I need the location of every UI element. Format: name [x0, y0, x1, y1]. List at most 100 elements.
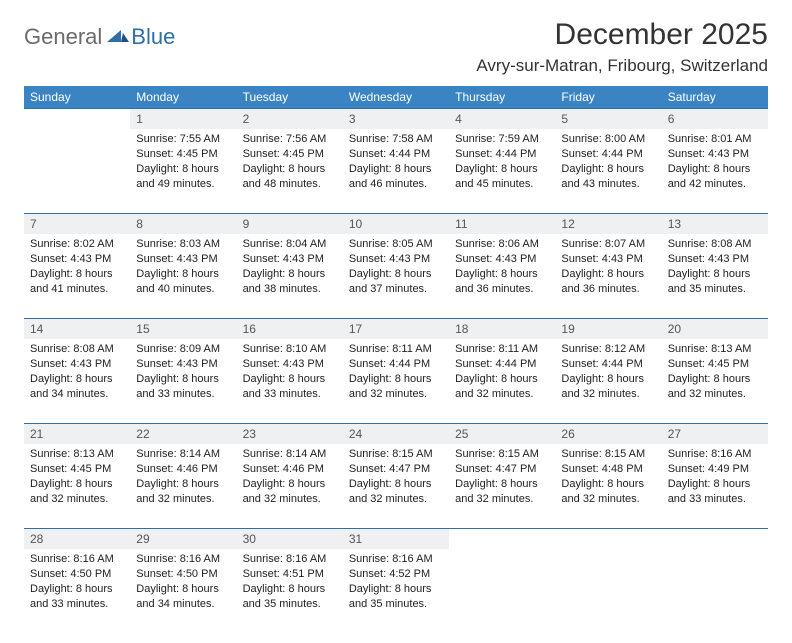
day-details: Sunrise: 7:56 AMSunset: 4:45 PMDaylight:… — [237, 129, 343, 197]
weekday-header: Friday — [555, 86, 661, 108]
day-number: 2 — [237, 108, 343, 129]
day-number: 31 — [343, 528, 449, 549]
day-body-cell: Sunrise: 8:12 AMSunset: 4:44 PMDaylight:… — [555, 339, 661, 423]
day-details: Sunrise: 8:11 AMSunset: 4:44 PMDaylight:… — [343, 339, 449, 407]
day-number-cell: 31 — [343, 528, 449, 549]
day-number: 27 — [662, 423, 768, 444]
day-body-cell: Sunrise: 8:10 AMSunset: 4:43 PMDaylight:… — [237, 339, 343, 423]
day-number-cell: 9 — [237, 213, 343, 234]
weekday-header: Saturday — [662, 86, 768, 108]
weekday-header: Wednesday — [343, 86, 449, 108]
day-number-row: 123456 — [24, 108, 768, 129]
day-number-cell: 15 — [130, 318, 236, 339]
day-number: 17 — [343, 318, 449, 339]
day-number-empty — [555, 528, 661, 549]
logo-text-general: General — [24, 24, 102, 50]
day-number: 10 — [343, 213, 449, 234]
day-number: 11 — [449, 213, 555, 234]
day-number: 19 — [555, 318, 661, 339]
day-body-cell: Sunrise: 8:14 AMSunset: 4:46 PMDaylight:… — [130, 444, 236, 528]
day-number-cell: 23 — [237, 423, 343, 444]
day-number-cell: 25 — [449, 423, 555, 444]
weekday-header: Sunday — [24, 86, 130, 108]
day-number: 25 — [449, 423, 555, 444]
day-number-empty — [24, 108, 130, 129]
day-number: 8 — [130, 213, 236, 234]
logo-mark-icon — [107, 26, 129, 47]
day-details: Sunrise: 8:01 AMSunset: 4:43 PMDaylight:… — [662, 129, 768, 197]
day-body-cell: Sunrise: 8:01 AMSunset: 4:43 PMDaylight:… — [662, 129, 768, 213]
day-number-cell: 21 — [24, 423, 130, 444]
day-number-cell: 11 — [449, 213, 555, 234]
day-details: Sunrise: 8:11 AMSunset: 4:44 PMDaylight:… — [449, 339, 555, 407]
day-details: Sunrise: 8:06 AMSunset: 4:43 PMDaylight:… — [449, 234, 555, 302]
day-number-cell: 16 — [237, 318, 343, 339]
day-details: Sunrise: 8:14 AMSunset: 4:46 PMDaylight:… — [130, 444, 236, 512]
day-number: 9 — [237, 213, 343, 234]
day-details: Sunrise: 7:58 AMSunset: 4:44 PMDaylight:… — [343, 129, 449, 197]
day-body-cell — [662, 549, 768, 633]
day-number-row: 21222324252627 — [24, 423, 768, 444]
day-body-cell: Sunrise: 8:06 AMSunset: 4:43 PMDaylight:… — [449, 234, 555, 318]
day-number-cell: 1 — [130, 108, 236, 129]
day-body-row: Sunrise: 8:13 AMSunset: 4:45 PMDaylight:… — [24, 444, 768, 528]
day-number-empty — [449, 528, 555, 549]
day-number-cell: 28 — [24, 528, 130, 549]
day-number-cell: 10 — [343, 213, 449, 234]
weekday-header-row: Sunday Monday Tuesday Wednesday Thursday… — [24, 86, 768, 108]
day-body-cell: Sunrise: 7:58 AMSunset: 4:44 PMDaylight:… — [343, 129, 449, 213]
day-body-cell — [24, 129, 130, 213]
title-block: December 2025 Avry-sur-Matran, Fribourg,… — [476, 18, 768, 76]
day-number-cell: 5 — [555, 108, 661, 129]
day-number-cell: 8 — [130, 213, 236, 234]
logo-text-blue: Blue — [131, 24, 175, 50]
day-details: Sunrise: 8:09 AMSunset: 4:43 PMDaylight:… — [130, 339, 236, 407]
day-number: 5 — [555, 108, 661, 129]
day-details: Sunrise: 8:16 AMSunset: 4:49 PMDaylight:… — [662, 444, 768, 512]
day-details: Sunrise: 8:05 AMSunset: 4:43 PMDaylight:… — [343, 234, 449, 302]
day-details: Sunrise: 8:00 AMSunset: 4:44 PMDaylight:… — [555, 129, 661, 197]
day-number-cell — [449, 528, 555, 549]
calendar-table: Sunday Monday Tuesday Wednesday Thursday… — [24, 86, 768, 633]
day-number-cell: 13 — [662, 213, 768, 234]
day-body-cell: Sunrise: 8:08 AMSunset: 4:43 PMDaylight:… — [662, 234, 768, 318]
day-body-cell: Sunrise: 8:16 AMSunset: 4:49 PMDaylight:… — [662, 444, 768, 528]
header: General Blue December 2025 Avry-sur-Matr… — [24, 18, 768, 76]
day-body-cell: Sunrise: 8:11 AMSunset: 4:44 PMDaylight:… — [449, 339, 555, 423]
day-body-cell: Sunrise: 8:03 AMSunset: 4:43 PMDaylight:… — [130, 234, 236, 318]
day-number: 23 — [237, 423, 343, 444]
day-details: Sunrise: 8:15 AMSunset: 4:48 PMDaylight:… — [555, 444, 661, 512]
day-number: 26 — [555, 423, 661, 444]
day-number: 28 — [24, 528, 130, 549]
day-body-cell: Sunrise: 8:13 AMSunset: 4:45 PMDaylight:… — [662, 339, 768, 423]
day-body-cell: Sunrise: 7:59 AMSunset: 4:44 PMDaylight:… — [449, 129, 555, 213]
day-body-cell: Sunrise: 8:13 AMSunset: 4:45 PMDaylight:… — [24, 444, 130, 528]
day-number-cell: 17 — [343, 318, 449, 339]
day-number-row: 78910111213 — [24, 213, 768, 234]
day-details: Sunrise: 8:08 AMSunset: 4:43 PMDaylight:… — [662, 234, 768, 302]
day-number-cell: 7 — [24, 213, 130, 234]
day-number: 6 — [662, 108, 768, 129]
day-body-cell: Sunrise: 8:09 AMSunset: 4:43 PMDaylight:… — [130, 339, 236, 423]
day-number-cell — [555, 528, 661, 549]
day-number-cell: 3 — [343, 108, 449, 129]
weekday-header: Tuesday — [237, 86, 343, 108]
day-details: Sunrise: 8:12 AMSunset: 4:44 PMDaylight:… — [555, 339, 661, 407]
day-number-empty — [662, 528, 768, 549]
day-number-cell: 26 — [555, 423, 661, 444]
weekday-header: Monday — [130, 86, 236, 108]
day-details: Sunrise: 7:59 AMSunset: 4:44 PMDaylight:… — [449, 129, 555, 197]
day-number-cell: 6 — [662, 108, 768, 129]
day-body-cell: Sunrise: 8:16 AMSunset: 4:50 PMDaylight:… — [24, 549, 130, 633]
day-number: 16 — [237, 318, 343, 339]
day-number-row: 28293031 — [24, 528, 768, 549]
day-body-cell: Sunrise: 7:56 AMSunset: 4:45 PMDaylight:… — [237, 129, 343, 213]
day-number: 30 — [237, 528, 343, 549]
day-body-row: Sunrise: 8:16 AMSunset: 4:50 PMDaylight:… — [24, 549, 768, 633]
day-body-cell: Sunrise: 8:02 AMSunset: 4:43 PMDaylight:… — [24, 234, 130, 318]
day-number-cell: 18 — [449, 318, 555, 339]
day-body-cell: Sunrise: 8:15 AMSunset: 4:48 PMDaylight:… — [555, 444, 661, 528]
day-number-cell: 30 — [237, 528, 343, 549]
day-body-cell: Sunrise: 8:04 AMSunset: 4:43 PMDaylight:… — [237, 234, 343, 318]
day-details: Sunrise: 8:16 AMSunset: 4:51 PMDaylight:… — [237, 549, 343, 617]
